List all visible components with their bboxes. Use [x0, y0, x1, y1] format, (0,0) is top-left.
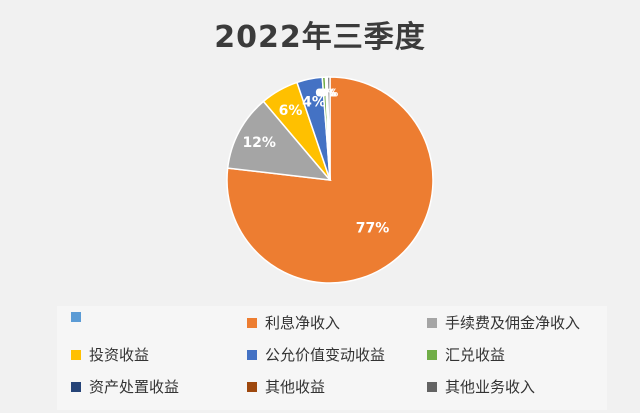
legend-swatch: [427, 317, 437, 328]
legend-item: 公允价值变动收益: [247, 344, 385, 365]
pie-chart: 77%12%6%4%0%0%0%0%: [226, 76, 434, 284]
legend-item: 投资收益: [71, 344, 149, 365]
pie-data-label: 6%: [279, 103, 303, 119]
legend-swatch: [71, 312, 81, 322]
pie-data-label: 77%: [356, 221, 390, 237]
legend-label: 投资收益: [89, 346, 150, 364]
legend-item: 利息净收入: [247, 312, 340, 333]
legend-label: 其他业务收入: [445, 378, 536, 396]
legend-swatch: [71, 349, 81, 360]
legend-label: 汇兑收益: [445, 346, 506, 364]
legend-item: 手续费及佣金净收入: [427, 312, 580, 333]
legend-label: 利息净收入: [265, 314, 341, 332]
legend-swatch: [427, 381, 437, 392]
legend: 利息净收入 手续费及佣金净收入投资收益 公允价值变动收益 汇兑收益资产处置收益 其他收益…: [57, 306, 607, 410]
legend-swatch: [247, 381, 257, 392]
legend-label: 手续费及佣金净收入: [445, 314, 581, 332]
legend-swatch: [427, 349, 437, 360]
legend-item: 其他业务收入: [427, 376, 535, 397]
legend-item: [71, 312, 89, 322]
legend-swatch: [71, 381, 81, 392]
chart-title: 2022年三季度: [214, 20, 426, 55]
pie-slice: [226, 100, 332, 181]
legend-item: 其他收益: [247, 376, 325, 397]
pie-data-label: 4%: [302, 94, 326, 110]
legend-label: 公允价值变动收益: [265, 346, 386, 364]
pie-data-label: 0%: [320, 86, 339, 99]
legend-label: 资产处置收益: [89, 378, 180, 396]
pie-data-label: 12%: [242, 135, 276, 151]
pie-slice: [326, 76, 331, 181]
legend-swatch: [247, 349, 257, 360]
legend-item: 资产处置收益: [71, 376, 179, 397]
legend-item: 汇兑收益: [427, 344, 505, 365]
legend-label: 其他收益: [265, 378, 326, 396]
legend-swatch: [247, 317, 257, 328]
